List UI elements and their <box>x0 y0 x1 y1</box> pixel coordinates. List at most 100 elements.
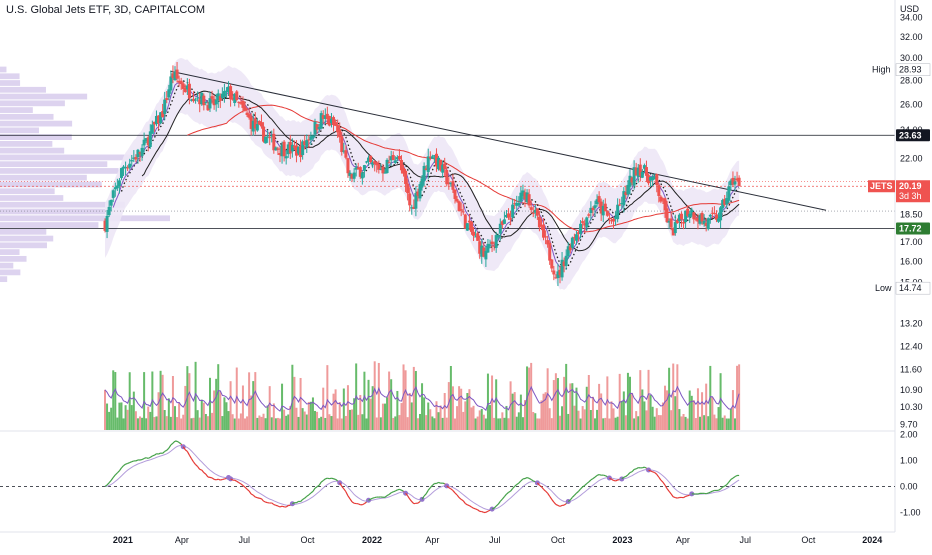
oscillator-segment <box>331 478 333 479</box>
oscillator-segment <box>550 496 552 499</box>
oscillator-segment <box>286 506 288 508</box>
oscillator-segment <box>247 489 249 491</box>
oscillator-segment <box>519 481 521 483</box>
oscillator-segment <box>651 471 653 472</box>
oscillator-segment <box>529 478 531 479</box>
volume-bar <box>230 381 232 430</box>
oscillator-segment <box>634 469 636 470</box>
volume-bar <box>396 391 398 430</box>
oscillator-segment <box>222 479 224 480</box>
volume-bar <box>277 418 279 430</box>
oscillator-segment <box>488 510 490 511</box>
oscillator-segment <box>257 498 259 499</box>
candle <box>406 184 409 193</box>
volume-bar <box>351 409 353 430</box>
oscillator-segment <box>721 487 723 489</box>
candle <box>579 224 582 234</box>
volume-bar <box>559 416 561 430</box>
candle <box>223 91 226 96</box>
oscillator-segment <box>558 505 560 506</box>
oscillator-segment <box>509 491 511 492</box>
candle <box>120 168 123 178</box>
volume-bar <box>730 409 732 430</box>
price-tick: 32.00 <box>900 32 923 42</box>
candle <box>738 178 741 186</box>
volume-bar <box>407 417 409 430</box>
oscillator-segment <box>725 485 727 487</box>
volume-bar <box>335 389 337 430</box>
volume-bar <box>300 378 302 430</box>
oscillator-segment <box>521 479 523 481</box>
candle <box>476 233 479 241</box>
candle <box>110 200 113 206</box>
volume-bar <box>645 410 647 430</box>
oscillator-segment <box>189 455 191 458</box>
candle <box>641 172 644 178</box>
oscillator-segment <box>684 496 686 497</box>
oscillator-segment <box>305 496 307 498</box>
volume-bar <box>234 419 236 430</box>
volume-bar <box>458 386 460 430</box>
oscillator-tick: 0.00 <box>900 481 918 491</box>
oscillator-segment <box>579 489 581 491</box>
oscillator-segment <box>729 480 731 483</box>
volume-bar <box>477 417 479 430</box>
candle <box>587 214 590 215</box>
volume-bar <box>147 407 149 430</box>
volume-bar <box>170 417 172 430</box>
oscillator-segment <box>478 510 480 512</box>
volume-bar <box>588 375 590 430</box>
candle <box>196 98 199 99</box>
volume-bar <box>693 400 695 430</box>
volume-bar <box>114 372 116 430</box>
volume-bar <box>378 363 380 430</box>
volume-bar <box>232 414 234 430</box>
volume-bar <box>610 401 612 430</box>
candle <box>692 212 695 219</box>
volume-bar <box>598 384 600 430</box>
volume-bar <box>650 395 652 430</box>
oscillator-segment <box>585 484 587 486</box>
oscillator-segment <box>665 485 667 489</box>
volume-bar <box>374 361 376 430</box>
volume-bar <box>487 374 489 430</box>
oscillator-segment <box>264 501 266 502</box>
volume-bar <box>697 388 699 430</box>
volume-bar <box>314 411 316 430</box>
volume-bar <box>318 418 320 430</box>
oscillator-segment <box>632 469 634 471</box>
volume-bar <box>398 415 400 430</box>
candle <box>670 218 673 227</box>
volume-bar <box>615 418 617 430</box>
profile-bar <box>0 215 170 221</box>
oscillator-segment <box>272 503 274 505</box>
candle <box>316 124 319 130</box>
volume-bar <box>285 416 287 430</box>
candle <box>517 203 520 205</box>
volume-bar <box>197 410 199 430</box>
price-axis[interactable]: USD15.0016.0017.0018.5020.0022.0024.0026… <box>900 4 923 517</box>
profile-bar <box>0 73 20 79</box>
volume-bar <box>508 418 510 430</box>
oscillator-segment <box>336 479 338 480</box>
volume-bar <box>575 388 577 430</box>
volume-bar <box>361 414 363 430</box>
candle <box>552 271 555 275</box>
oscillator-segment <box>173 441 175 443</box>
candle <box>338 129 341 137</box>
oscillator-segment <box>628 473 630 475</box>
profile-bar <box>0 107 33 113</box>
candle <box>608 218 611 219</box>
candle <box>276 148 279 149</box>
volume-bar <box>452 386 454 430</box>
candle <box>565 256 568 266</box>
low-value: 14.74 <box>899 283 922 293</box>
candle <box>202 96 205 106</box>
oscillator-segment <box>733 477 735 478</box>
volume-bar <box>123 418 125 430</box>
candle <box>491 242 494 245</box>
candle <box>536 208 539 215</box>
